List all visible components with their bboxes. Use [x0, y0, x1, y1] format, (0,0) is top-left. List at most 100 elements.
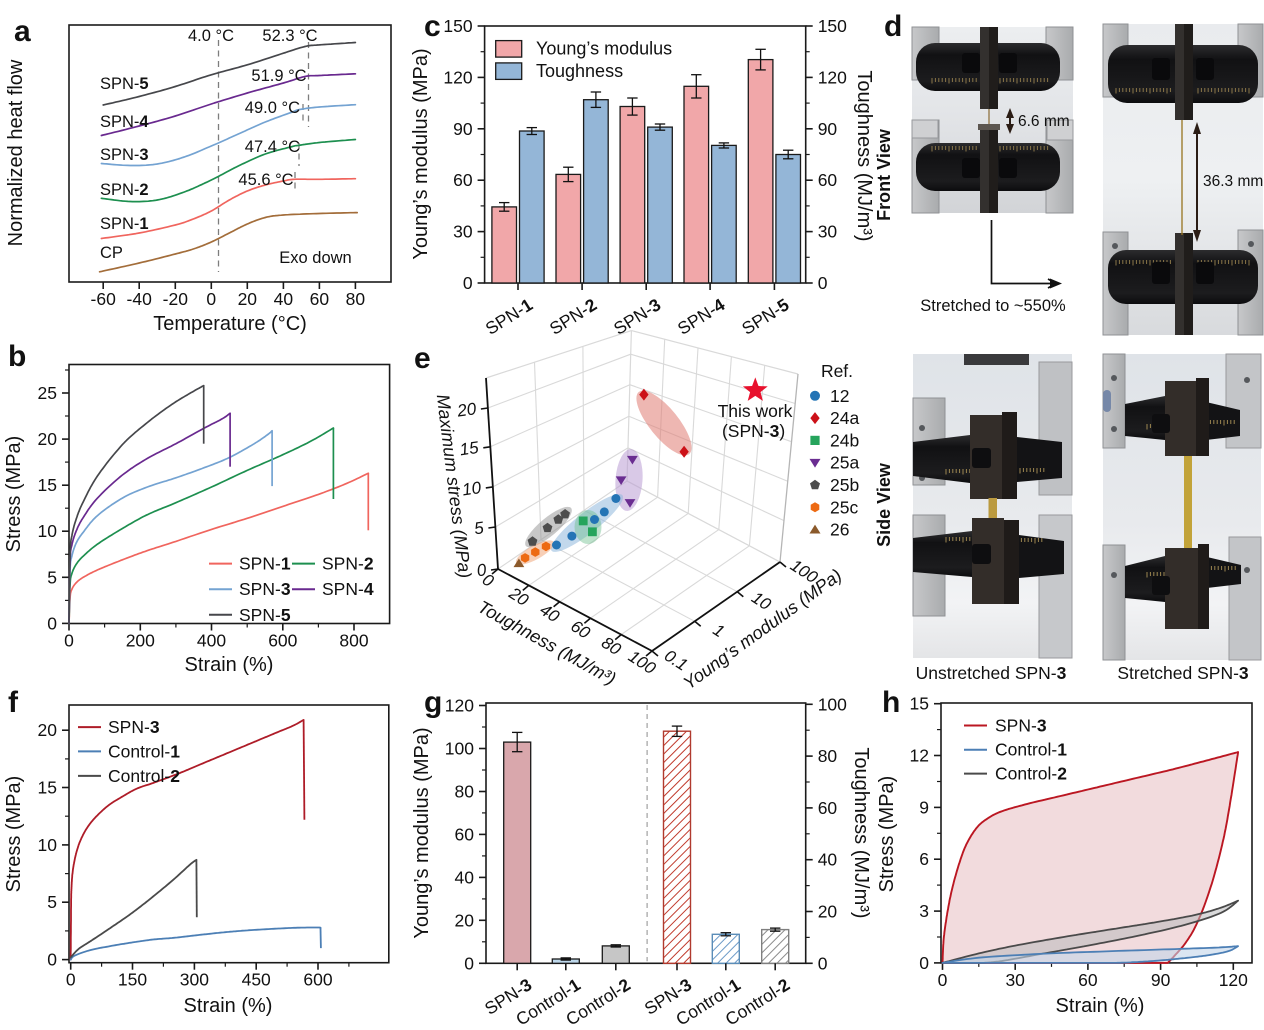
svg-text:20: 20 — [455, 910, 475, 930]
svg-text:30: 30 — [818, 222, 838, 242]
svg-text:0: 0 — [818, 273, 828, 293]
svg-text:Control-1: Control-1 — [108, 741, 180, 761]
svg-text:Young’s modulus (MPa): Young’s modulus (MPa) — [411, 727, 433, 938]
svg-text:24a: 24a — [830, 408, 859, 428]
svg-text:Unstretched SPN-3: Unstretched SPN-3 — [916, 663, 1067, 683]
svg-text:20: 20 — [38, 720, 58, 740]
svg-text:e: e — [414, 342, 431, 375]
svg-text:SPN-1: SPN-1 — [100, 215, 149, 233]
svg-text:Strain (%): Strain (%) — [184, 995, 273, 1017]
svg-text:40: 40 — [818, 850, 838, 870]
svg-text:40: 40 — [455, 867, 475, 887]
svg-text:52.3 °C: 52.3 °C — [262, 27, 317, 45]
svg-text:-60: -60 — [91, 289, 117, 309]
svg-text:c: c — [424, 10, 441, 43]
svg-text:Young’s modulus: Young’s modulus — [536, 39, 672, 59]
svg-text:20: 20 — [238, 289, 258, 309]
svg-text:Ref.: Ref. — [821, 361, 853, 381]
svg-text:SPN-4: SPN-4 — [322, 579, 374, 599]
svg-text:SPN-5: SPN-5 — [239, 605, 291, 625]
svg-text:12: 12 — [910, 746, 929, 766]
svg-text:This work: This work — [718, 401, 793, 421]
svg-text:Control-2: Control-2 — [108, 766, 180, 786]
svg-text:90: 90 — [453, 119, 473, 139]
svg-text:g: g — [424, 686, 442, 719]
svg-text:Toughness (MJ/m³): Toughness (MJ/m³) — [853, 70, 875, 241]
svg-text:Stress (MPa): Stress (MPa) — [876, 776, 898, 893]
svg-text:-20: -20 — [163, 289, 189, 309]
svg-text:15: 15 — [910, 694, 929, 714]
svg-text:51.9 °C: 51.9 °C — [251, 67, 306, 85]
svg-text:0: 0 — [463, 273, 473, 293]
svg-text:f: f — [8, 686, 19, 719]
svg-text:0: 0 — [206, 289, 216, 309]
svg-text:Young’s modulus (MPa): Young’s modulus (MPa) — [410, 48, 432, 259]
svg-text:Side View: Side View — [874, 462, 894, 547]
svg-text:120: 120 — [443, 67, 472, 87]
svg-text:SPN-3: SPN-3 — [239, 579, 291, 599]
svg-text:Toughness (MJ/m³): Toughness (MJ/m³) — [850, 747, 872, 918]
svg-text:25: 25 — [38, 383, 57, 403]
svg-text:5: 5 — [47, 567, 57, 587]
svg-text:SPN-4: SPN-4 — [100, 113, 149, 131]
svg-text:Strain (%): Strain (%) — [185, 654, 274, 676]
svg-text:45.6 °C: 45.6 °C — [238, 171, 293, 189]
svg-text:40: 40 — [274, 289, 294, 309]
svg-text:Stretched SPN-3: Stretched SPN-3 — [1117, 663, 1249, 683]
svg-text:4.0 °C: 4.0 °C — [188, 27, 234, 45]
svg-text:Front View: Front View — [874, 128, 894, 221]
svg-text:120: 120 — [445, 696, 474, 716]
svg-text:Control-1: Control-1 — [995, 740, 1067, 760]
svg-text:150: 150 — [443, 16, 472, 36]
svg-text:0: 0 — [818, 953, 828, 973]
svg-text:20: 20 — [455, 399, 478, 421]
svg-text:0: 0 — [919, 953, 929, 973]
svg-text:120: 120 — [818, 67, 847, 87]
svg-text:26: 26 — [830, 520, 849, 540]
svg-text:600: 600 — [268, 631, 297, 651]
svg-text:60: 60 — [818, 798, 838, 818]
svg-text:10: 10 — [38, 835, 58, 855]
svg-text:0: 0 — [64, 631, 74, 651]
svg-text:15: 15 — [38, 778, 57, 798]
svg-text:-40: -40 — [127, 289, 153, 309]
svg-text:3: 3 — [919, 901, 929, 921]
svg-text:Stretched to ~550%: Stretched to ~550% — [920, 297, 1066, 315]
svg-text:a: a — [14, 15, 31, 48]
svg-text:60: 60 — [310, 289, 330, 309]
svg-text:80: 80 — [346, 289, 366, 309]
svg-text:100: 100 — [818, 694, 847, 714]
svg-text:20: 20 — [818, 902, 838, 922]
svg-text:12: 12 — [830, 386, 849, 406]
svg-text:60: 60 — [455, 824, 475, 844]
svg-text:SPN-3: SPN-3 — [995, 716, 1047, 736]
svg-text:30: 30 — [453, 222, 473, 242]
svg-text:Strain (%): Strain (%) — [1056, 995, 1145, 1017]
svg-text:47.4 °C: 47.4 °C — [245, 138, 300, 156]
svg-text:49.0 °C: 49.0 °C — [245, 99, 300, 117]
svg-text:SPN-3: SPN-3 — [108, 717, 160, 737]
svg-text:200: 200 — [126, 631, 155, 651]
svg-text:15: 15 — [38, 475, 57, 495]
svg-text:Stress (MPa): Stress (MPa) — [3, 776, 25, 893]
svg-text:600: 600 — [303, 970, 332, 990]
svg-text:9: 9 — [919, 797, 929, 817]
svg-text:(SPN-3): (SPN-3) — [722, 421, 785, 441]
svg-text:SPN-2: SPN-2 — [100, 181, 149, 199]
svg-text:60: 60 — [1078, 970, 1098, 990]
svg-text:d: d — [884, 10, 902, 43]
svg-text:20: 20 — [38, 429, 58, 449]
svg-text:150: 150 — [118, 970, 147, 990]
svg-text:120: 120 — [1219, 970, 1248, 990]
svg-text:SPN-3: SPN-3 — [100, 146, 149, 164]
svg-text:90: 90 — [818, 119, 838, 139]
svg-text:Toughness: Toughness — [536, 61, 623, 81]
svg-text:Stress (MPa): Stress (MPa) — [3, 436, 25, 553]
svg-text:25c: 25c — [830, 497, 858, 517]
svg-text:b: b — [8, 340, 26, 373]
svg-text:6: 6 — [919, 849, 929, 869]
svg-text:150: 150 — [818, 16, 847, 36]
svg-text:5: 5 — [47, 892, 57, 912]
svg-text:25a: 25a — [830, 453, 859, 473]
svg-text:30: 30 — [1005, 970, 1025, 990]
